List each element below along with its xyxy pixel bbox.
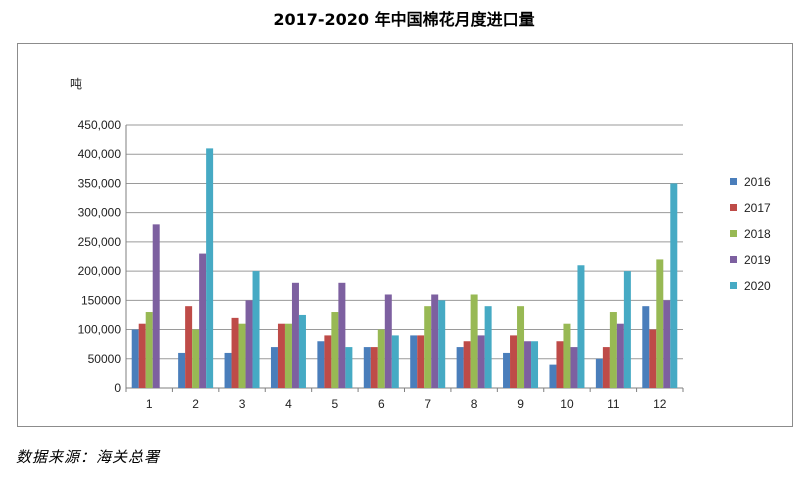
bar-2020-5: [345, 347, 353, 388]
y-tick-label: 300,000: [78, 206, 122, 220]
bar-2017-2: [185, 306, 193, 388]
legend-label-2019: 2019: [744, 253, 771, 267]
bar-2020-4: [298, 314, 306, 388]
chart-title: 2017-2020 年中国棉花月度进口量: [273, 10, 535, 29]
bar-2018-7: [424, 306, 432, 388]
bar-2019-10: [570, 347, 578, 388]
x-tick-label: 1: [146, 397, 153, 411]
y-tick-label: 400,000: [78, 147, 122, 161]
x-tick-label: 12: [653, 397, 667, 411]
bar-2020-8: [484, 306, 492, 388]
x-tick-label: 4: [285, 397, 292, 411]
bar-2017-12: [649, 329, 657, 388]
y-tick-label: 450,000: [78, 118, 122, 132]
bar-2019-1: [152, 224, 160, 388]
bar-2018-6: [377, 329, 385, 388]
bar-2018-4: [284, 323, 292, 388]
bar-2019-3: [245, 300, 253, 388]
bar-2020-2: [206, 148, 214, 388]
bar-2018-2: [192, 329, 200, 388]
bar-2017-6: [370, 347, 378, 388]
bar-2018-3: [238, 323, 246, 388]
bar-2017-1: [138, 323, 146, 388]
bar-2018-5: [331, 312, 339, 388]
bar-2016-9: [503, 352, 511, 388]
y-tick-label: 100,000: [78, 323, 122, 337]
bar-2016-12: [642, 306, 650, 388]
bar-2019-2: [199, 253, 207, 388]
bar-2018-11: [609, 312, 617, 388]
x-tick-label: 9: [517, 397, 524, 411]
bar-chart: 0 50000 100,000 150000 200,000 250,000 300,000…: [70, 77, 771, 411]
bar-2020-9: [531, 341, 539, 388]
bar-2016-5: [317, 341, 325, 388]
bar-2020-12: [670, 183, 678, 388]
y-tick-label: 350,000: [78, 176, 122, 190]
x-tick-label: 7: [424, 397, 431, 411]
x-tick-label: 2: [192, 397, 199, 411]
x-tick-label: 10: [560, 397, 574, 411]
bar-2017-5: [324, 335, 332, 388]
bar-2019-5: [338, 282, 346, 388]
legend-swatch-2019: [730, 256, 737, 263]
bar-2019-8: [477, 335, 485, 388]
bar-2016-11: [595, 358, 603, 388]
bar-2020-6: [391, 335, 399, 388]
y-tick-label: 150000: [81, 293, 121, 307]
y-tick-label: 50000: [88, 352, 122, 366]
data-source-note: 数据来源：海关总署: [16, 448, 161, 466]
bar-2016-7: [410, 335, 418, 388]
legend-swatch-2020: [730, 282, 737, 289]
legend-label-2016: 2016: [744, 175, 771, 189]
legend-swatch-2016: [730, 178, 737, 185]
x-tick-label: 8: [471, 397, 478, 411]
x-tick-label: 5: [332, 397, 339, 411]
bar-2020-10: [577, 265, 585, 388]
bar-2020-11: [623, 271, 631, 388]
bar-2020-3: [252, 271, 260, 388]
bar-2019-4: [291, 282, 299, 388]
bar-2017-8: [463, 341, 471, 388]
bar-2019-9: [524, 341, 532, 388]
bar-2016-3: [224, 352, 232, 388]
legend-swatch-2018: [730, 230, 737, 237]
legend-label-2018: 2018: [744, 227, 771, 241]
x-tick-label: 6: [378, 397, 385, 411]
bar-2018-10: [563, 323, 571, 388]
y-tick-label: 200,000: [78, 264, 122, 278]
bar-2019-12: [663, 300, 671, 388]
bar-2017-3: [231, 317, 239, 388]
bar-2016-4: [270, 347, 278, 388]
bar-2019-6: [384, 294, 392, 388]
bar-2018-8: [470, 294, 478, 388]
chart-frame: 0 50000 100,000 150000 200,000 250,000 300,000…: [17, 43, 793, 427]
bar-2019-7: [431, 294, 439, 388]
bar-2017-11: [602, 347, 610, 388]
bar-2017-7: [417, 335, 425, 388]
bar-2016-8: [456, 347, 464, 388]
bar-2016-10: [549, 364, 557, 388]
y-tick-label: 250,000: [78, 235, 122, 249]
y-axis-unit-label: 吨: [70, 77, 82, 91]
bar-2016-6: [363, 347, 371, 388]
bar-2019-11: [616, 323, 624, 388]
bar-2018-9: [517, 306, 525, 388]
bar-2020-7: [438, 300, 446, 388]
bar-2018-1: [145, 312, 153, 388]
legend-swatch-2017: [730, 204, 737, 211]
bar-2017-10: [556, 341, 564, 388]
bar-2017-9: [510, 335, 518, 388]
x-tick-label: 11: [607, 397, 620, 411]
bar-2016-2: [178, 352, 186, 388]
x-tick-label: 3: [239, 397, 246, 411]
legend-label-2017: 2017: [744, 201, 771, 215]
bar-2018-12: [656, 259, 664, 388]
bar-2017-4: [277, 323, 285, 388]
legend-label-2020: 2020: [744, 279, 771, 293]
y-tick-label: 0: [114, 381, 121, 395]
bar-2016-1: [131, 329, 139, 388]
